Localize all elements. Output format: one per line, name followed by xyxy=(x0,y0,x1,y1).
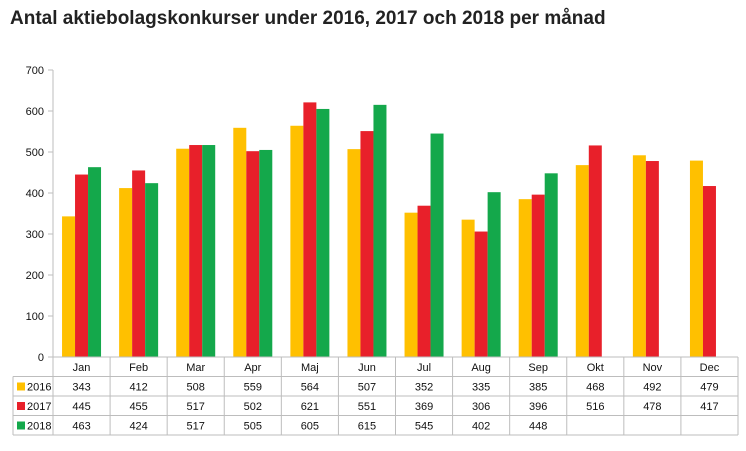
bar-2018-apr xyxy=(259,149,273,357)
data-table-value: 369 xyxy=(415,401,433,413)
y-tick-label: 700 xyxy=(26,65,44,77)
data-table-value: 605 xyxy=(301,421,319,433)
bar-2016-aug xyxy=(461,219,475,357)
bar-2018-aug xyxy=(487,192,501,357)
legend-label-2018: 2018 xyxy=(27,421,51,433)
data-table-value: 412 xyxy=(129,382,147,394)
chart-title: Antal aktiebolagskonkurser under 2016, 2… xyxy=(10,8,606,29)
data-table-value: 448 xyxy=(529,421,547,433)
data-table-value: 478 xyxy=(643,401,661,413)
x-category-label: Jun xyxy=(358,362,376,374)
bar-2016-maj xyxy=(290,125,304,357)
data-table-value: 402 xyxy=(472,421,490,433)
bar-2018-jul xyxy=(430,133,444,357)
bar-2018-jun xyxy=(373,104,387,357)
data-table-value: 564 xyxy=(301,382,319,394)
y-tick-label: 100 xyxy=(26,311,44,323)
data-table-value: 417 xyxy=(700,401,718,413)
data-table-value: 479 xyxy=(700,382,718,394)
bar-2017-aug xyxy=(474,231,488,357)
x-category-label: Jan xyxy=(73,362,91,374)
x-category-label: Aug xyxy=(471,362,491,374)
bar-2016-feb xyxy=(119,188,133,357)
bar-2016-sep xyxy=(518,199,532,357)
bar-2017-nov xyxy=(645,161,659,357)
y-tick-label: 300 xyxy=(26,229,44,241)
bar-2016-mar xyxy=(176,148,190,357)
bar-2016-jan xyxy=(62,216,76,357)
legend-swatch-2018 xyxy=(17,421,25,430)
data-table-value: 507 xyxy=(358,382,376,394)
data-table-value: 385 xyxy=(529,382,547,394)
x-category-label: Jul xyxy=(417,362,431,374)
legend-label-2017: 2017 xyxy=(27,401,51,413)
bar-2018-mar xyxy=(202,145,216,357)
data-table-value: 516 xyxy=(586,401,604,413)
bar-2018-feb xyxy=(145,183,159,357)
x-category-label: Dec xyxy=(700,362,720,374)
bar-2017-feb xyxy=(132,170,146,357)
bar-2017-sep xyxy=(531,194,545,357)
data-table-value: 335 xyxy=(472,382,490,394)
data-table-value: 396 xyxy=(529,401,547,413)
x-category-label: Nov xyxy=(643,362,663,374)
data-table-value: 343 xyxy=(72,382,90,394)
bar-2017-dec xyxy=(702,186,716,357)
data-table-value: 615 xyxy=(358,421,376,433)
bar-2017-jul xyxy=(417,205,431,357)
bar-2017-maj xyxy=(303,102,317,357)
data-table-value: 502 xyxy=(244,401,262,413)
legend-label-2016: 2016 xyxy=(27,382,51,394)
data-table-value: 492 xyxy=(643,382,661,394)
data-table-value: 517 xyxy=(187,401,205,413)
data-table-value: 517 xyxy=(187,421,205,433)
data-table-value: 621 xyxy=(301,401,319,413)
y-tick-label: 600 xyxy=(26,106,44,118)
x-category-label: Apr xyxy=(244,362,261,374)
bar-2018-jan xyxy=(88,167,102,357)
bar-2017-apr xyxy=(246,151,260,357)
bar-2017-jun xyxy=(360,131,374,357)
bar-2016-okt xyxy=(575,165,589,357)
data-table-value: 505 xyxy=(244,421,262,433)
bar-2016-jun xyxy=(347,149,361,357)
y-tick-label: 500 xyxy=(26,147,44,159)
x-category-label: Maj xyxy=(301,362,319,374)
data-table-value: 352 xyxy=(415,382,433,394)
bar-2017-okt xyxy=(588,145,602,357)
y-tick-label: 400 xyxy=(26,188,44,200)
bar-2017-mar xyxy=(189,145,203,357)
x-category-label: Feb xyxy=(129,362,148,374)
data-table-value: 551 xyxy=(358,401,376,413)
data-table-value: 455 xyxy=(129,401,147,413)
bar-2016-nov xyxy=(632,155,646,357)
data-table-value: 463 xyxy=(72,421,90,433)
data-table-value: 424 xyxy=(129,421,147,433)
bar-2018-maj xyxy=(316,108,330,357)
legend-swatch-2017 xyxy=(17,402,25,410)
y-tick-label: 200 xyxy=(26,270,44,282)
data-table-value: 508 xyxy=(187,382,205,394)
x-category-label: Okt xyxy=(587,362,604,374)
data-table-value: 445 xyxy=(72,401,90,413)
legend-swatch-2016 xyxy=(17,382,25,391)
bar-2018-sep xyxy=(544,173,558,357)
y-tick-label: 0 xyxy=(38,352,44,364)
x-category-label: Sep xyxy=(528,362,548,374)
bar-2016-dec xyxy=(689,160,703,357)
data-table-value: 545 xyxy=(415,421,433,433)
x-category-label: Mar xyxy=(186,362,205,374)
data-table-value: 559 xyxy=(244,382,262,394)
bar-2016-apr xyxy=(233,127,247,357)
data-table-value: 468 xyxy=(586,382,604,394)
bar-2016-jul xyxy=(404,212,418,357)
data-table-value: 306 xyxy=(472,401,490,413)
bar-2017-jan xyxy=(75,174,89,357)
